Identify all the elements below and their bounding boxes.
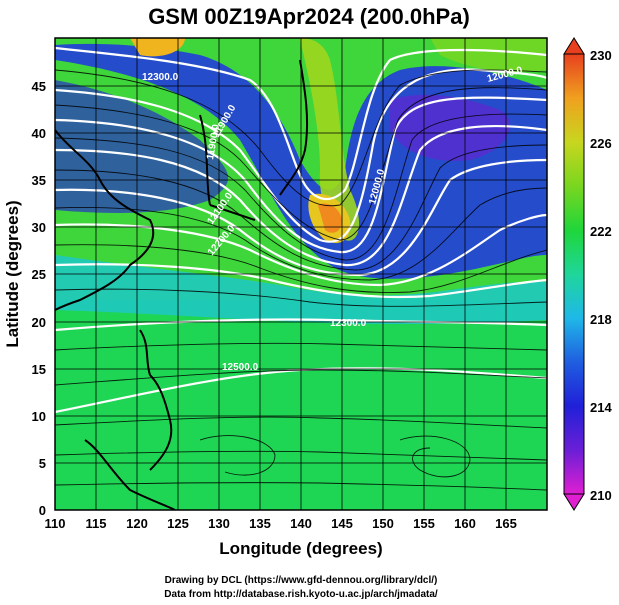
y-tick-label: 40 [32,126,46,141]
y-tick-label: 10 [32,409,46,424]
colorbar-tick-label: 218 [590,312,612,327]
plot-frame [54,37,548,511]
colorbar-tick-label: 222 [590,224,612,239]
contour-label: 12500.0 [222,362,259,373]
colorbar-tick-label: 230 [590,48,612,63]
credit-data: Data from http://database.rish.kyoto-u.a… [164,589,438,600]
y-tick-label: 25 [32,267,46,282]
x-tick-label: 155 [413,516,435,531]
x-tick-label: 135 [249,516,271,531]
colorbar-scale [563,53,585,495]
x-tick-label: 115 [86,516,107,531]
x-tick-label: 125 [167,516,189,531]
y-tick-label: 20 [32,315,46,330]
x-tick-label: 165 [495,516,517,531]
colorbar: 230 226 222 218 214 210 [563,37,612,511]
x-tick-label: 130 [208,516,230,531]
plot-area [55,38,547,510]
colorbar-tick-label: 210 [590,488,612,503]
x-axis-title: Longitude (degrees) [219,539,382,558]
y-axis-ticks: 0 5 10 15 20 25 30 35 40 45 [32,79,46,518]
x-tick-label: 110 [45,516,66,531]
wind-streamlines [55,69,547,491]
colorbar-tick-label: 226 [590,136,612,151]
graticule [55,38,547,510]
x-axis-ticks: 110 115 120 125 130 135 140 145 150 155 … [45,516,517,531]
colorbar-top-arrow [563,37,585,55]
contour-label: 12300.0 [142,72,179,83]
y-axis-title: Latitude (degrees) [3,200,22,347]
x-tick-label: 145 [331,516,353,531]
contour-label: 12300.0 [330,318,367,329]
y-tick-label: 35 [32,173,46,188]
y-tick-label: 5 [39,456,46,471]
y-tick-label: 30 [32,220,46,235]
coastlines [55,59,309,510]
y-tick-label: 45 [32,79,46,94]
x-tick-label: 150 [372,516,394,531]
x-tick-label: 140 [290,516,312,531]
y-tick-label: 0 [39,503,46,518]
colorbar-tick-label: 214 [590,400,612,415]
map-title: GSM 00Z19Apr2024 (200.0hPa) [148,4,470,29]
x-tick-label: 120 [126,516,148,531]
credit-drawing: Drawing by DCL (https://www.gfd-dennou.o… [165,575,438,586]
x-tick-label: 160 [454,516,476,531]
colorbar-bottom-arrow [563,493,585,511]
y-tick-label: 15 [32,362,46,377]
